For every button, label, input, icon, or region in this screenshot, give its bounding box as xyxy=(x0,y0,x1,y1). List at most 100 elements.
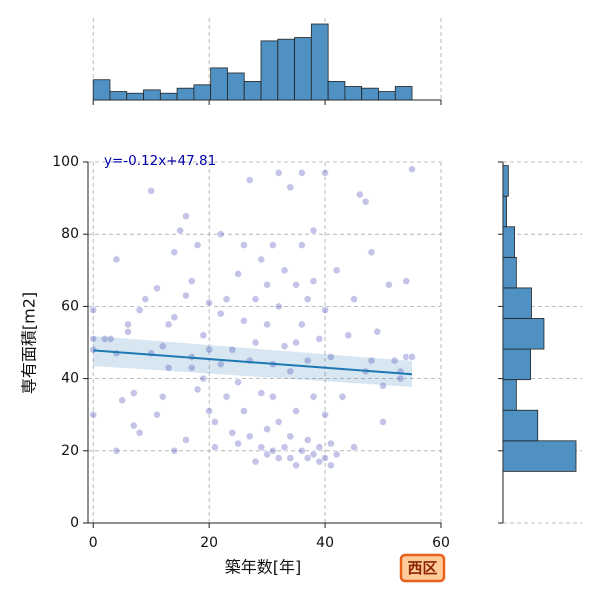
point xyxy=(199,331,208,340)
point xyxy=(251,338,260,347)
point xyxy=(315,443,324,452)
point xyxy=(234,270,243,278)
point xyxy=(234,439,243,448)
point xyxy=(274,168,283,177)
point xyxy=(292,461,300,470)
point xyxy=(257,443,266,452)
histogram-bar xyxy=(394,86,413,101)
point xyxy=(367,356,376,365)
annotation: y=-0.12x+47.81 xyxy=(104,153,216,169)
point xyxy=(309,277,318,286)
badge-box xyxy=(399,553,446,583)
point xyxy=(205,407,214,415)
histogram-bar xyxy=(193,84,212,101)
point xyxy=(182,436,190,444)
point xyxy=(274,454,283,462)
point xyxy=(129,389,138,397)
badge: 西区 xyxy=(407,559,437,577)
point xyxy=(303,454,312,462)
point xyxy=(234,378,243,387)
y-tick-label: 100 xyxy=(52,154,79,170)
point xyxy=(297,446,306,455)
point xyxy=(176,226,185,235)
point xyxy=(384,280,393,289)
point xyxy=(303,356,312,365)
point xyxy=(135,428,144,437)
x-axis-label: 築年数[年] xyxy=(225,558,302,577)
point xyxy=(251,295,260,304)
point xyxy=(344,331,353,340)
histogram-bar xyxy=(502,379,517,411)
histogram-bar xyxy=(502,440,577,472)
histogram-bar xyxy=(310,23,329,101)
point xyxy=(269,241,277,249)
point xyxy=(350,295,358,304)
point xyxy=(158,342,167,351)
point xyxy=(326,439,335,448)
point xyxy=(286,367,295,376)
histogram-bar xyxy=(502,348,531,381)
point xyxy=(118,396,127,405)
point xyxy=(182,212,190,221)
point xyxy=(147,186,156,195)
point xyxy=(240,241,248,249)
point xyxy=(124,320,132,329)
point xyxy=(309,392,318,401)
histogram-bar xyxy=(227,72,245,101)
point xyxy=(222,295,231,304)
point xyxy=(350,443,358,452)
point xyxy=(170,446,179,455)
histogram-bar xyxy=(502,287,532,319)
point xyxy=(332,450,341,459)
point xyxy=(228,428,237,437)
point xyxy=(129,421,138,430)
point xyxy=(164,363,173,372)
point xyxy=(303,436,312,444)
point xyxy=(303,295,312,304)
y-axis-label: 専有面積[m2] xyxy=(20,292,39,394)
point xyxy=(112,446,121,455)
point xyxy=(100,334,109,343)
point xyxy=(326,353,335,361)
point xyxy=(321,168,329,177)
point xyxy=(205,345,214,354)
point xyxy=(269,446,277,455)
point xyxy=(263,280,272,289)
y-tick-label: 20 xyxy=(61,443,79,459)
point xyxy=(274,302,283,311)
point xyxy=(141,295,150,304)
point xyxy=(199,374,208,383)
histogram-bar xyxy=(361,87,379,101)
point xyxy=(222,392,231,401)
point xyxy=(396,374,405,383)
point xyxy=(187,363,196,372)
point xyxy=(263,320,272,329)
histogram-bar xyxy=(502,318,545,350)
point xyxy=(245,432,254,441)
point xyxy=(187,277,196,286)
point xyxy=(216,230,225,239)
point xyxy=(164,320,173,329)
point xyxy=(338,392,347,401)
point xyxy=(321,454,329,462)
point xyxy=(315,457,324,466)
point xyxy=(257,389,266,397)
point xyxy=(297,320,306,329)
point xyxy=(263,450,272,459)
point xyxy=(211,443,219,452)
point xyxy=(158,392,167,401)
point xyxy=(211,418,219,426)
point xyxy=(408,165,416,174)
point xyxy=(135,306,144,314)
point xyxy=(124,327,132,336)
y-tick-label: 0 xyxy=(70,515,79,531)
x-tick-label: 20 xyxy=(200,535,218,551)
histogram-bar xyxy=(126,92,144,101)
histogram-bar xyxy=(176,87,195,101)
x-tick-label: 60 xyxy=(432,535,450,551)
point xyxy=(379,381,387,390)
point xyxy=(245,176,254,184)
point xyxy=(379,418,387,426)
